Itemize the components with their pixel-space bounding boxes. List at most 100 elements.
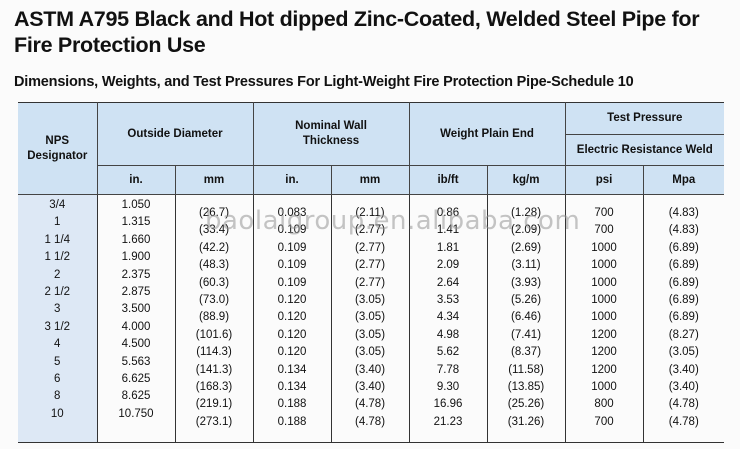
header-od-mm: mm (174, 165, 254, 195)
table-cell-od-in: 1.050 (121, 199, 151, 211)
header-test-pressure: Test Pressure (564, 102, 725, 135)
table-cell-mpa: (3.05) (668, 346, 699, 359)
table-cell-w-kgm: (11.58) (508, 363, 544, 376)
table-cell-psi: 700 (594, 415, 614, 428)
table-cell-wt-in: 0.134 (277, 363, 307, 376)
table-cell-nps: 1 (54, 216, 61, 229)
table-cell-psi: 1000 (591, 311, 617, 324)
header-psi: psi (564, 165, 644, 195)
table-cell-w-lbft: 16.96 (433, 398, 463, 411)
table-cell-mpa: (6.89) (668, 311, 699, 324)
table-cell-nps: 2 1/2 (44, 285, 71, 298)
header-od-in: in. (96, 165, 176, 195)
table-cell-w-lbft: 1.81 (436, 241, 460, 254)
table-cell-w-lbft: 5.62 (436, 346, 460, 359)
table-cell-w-kgm: (2.69) (510, 241, 542, 254)
table-cell-w-kgm: (13.85) (507, 380, 545, 393)
table-cell-od-in: 3.500 (121, 303, 151, 316)
table-cell-wt-in: 0.188 (277, 415, 307, 428)
table-cell-w-kgm: (25.26) (507, 398, 545, 411)
table-cell-od-mm: (88.9) (198, 311, 230, 324)
table-cell-psi: 1000 (591, 293, 617, 306)
table-cell-wt-in: 0.188 (277, 398, 307, 411)
table-cell-nps: 8 (54, 390, 61, 403)
table-cell-wt-mm: (3.40) (354, 363, 386, 376)
table-cell-wt-mm: (2.77) (354, 259, 386, 272)
table-cell-w-lbft: 4.98 (436, 328, 460, 341)
header-nominal-wall-thickness: Nominal Wall Thickness (252, 102, 410, 166)
table-cell-od-mm: (273.1) (195, 415, 233, 428)
table-cell-psi: 1000 (591, 241, 617, 254)
table-cell-od-in: 4.500 (121, 338, 151, 351)
header-wt-in: in. (252, 165, 332, 195)
table-cell-od-mm: (33.4) (198, 224, 230, 237)
table-cell-od-mm: (26.7) (198, 207, 230, 219)
table-cell-od-mm: (48.3) (198, 259, 230, 272)
table-cell-psi: 700 (594, 224, 614, 237)
table-cell-od-mm: (141.3) (195, 363, 233, 376)
table-cell-nps: 3 (54, 303, 61, 316)
table-cell-wt-in: 0.120 (277, 293, 307, 306)
table-cell-mpa: (4.83) (668, 207, 699, 219)
table-cell-psi: 1000 (591, 380, 617, 393)
table-caption: Dimensions, Weights, and Test Pressures … (14, 74, 634, 90)
table-cell-nps: 3/4 (49, 199, 66, 211)
table-cell-od-in: 10.750 (118, 407, 154, 420)
table-cell-od-in: 2.375 (121, 268, 151, 281)
table-cell-wt-in: 0.109 (277, 224, 307, 237)
table-cell-wt-mm: (3.05) (354, 346, 386, 359)
table-cell-w-kgm: (6.46) (510, 311, 542, 324)
table-body-row: 3/4 1 1 1/4 1 1/2 2 2 1/2 3 3 1/2 4 5 6 8 10 1.050 1.… (18, 194, 725, 443)
table-cell-od-in: 4.000 (121, 320, 151, 333)
table-cell-nps: 4 (54, 338, 61, 351)
column-weight-kgm: (1.28) (2.09) (2.69) (3.11) (3.93) (5.26) (6.4… (486, 194, 566, 443)
table-cell-mpa: (3.40) (668, 363, 699, 376)
table-cell-psi: 1200 (591, 328, 617, 341)
table-cell-wt-mm: (3.05) (354, 293, 386, 306)
table-cell-od-in: 6.625 (121, 372, 151, 385)
table-cell-w-lbft: 4.34 (436, 311, 460, 324)
column-mpa: (4.83) (4.83) (6.89) (6.89) (6.89) (6.89) (6.8… (642, 194, 725, 443)
table-cell-wt-mm: (2.77) (354, 276, 386, 289)
column-od-in: 1.050 1.315 1.660 1.900 2.375 2.875 3.500 4.000… (96, 194, 176, 443)
table-cell-wt-mm: (4.78) (354, 415, 386, 428)
table-cell-nps: 2 (54, 268, 61, 281)
table-cell-od-mm: (168.3) (195, 380, 233, 393)
page-title: ASTM A795 Black and Hot dipped Zinc-Coat… (14, 7, 700, 57)
table-cell-wt-in: 0.120 (277, 311, 307, 324)
table-cell-od-mm: (101.6) (195, 328, 233, 341)
table-cell-nps: 1 1/4 (44, 233, 71, 246)
header-wt-mm: mm (330, 165, 410, 195)
table-cell-od-in: 1.900 (121, 251, 151, 264)
table-cell-mpa: (4.83) (668, 224, 699, 237)
header-electric-resistance-weld: Electric Resistance Weld (564, 134, 725, 166)
table-cell-w-lbft: 0.86 (436, 207, 460, 219)
column-wt-in: 0.083 0.109 0.109 0.109 0.109 0.120 0.120 0.120… (252, 194, 332, 443)
header-weight-plain-end: Weight Plain End (408, 102, 566, 166)
table-cell-psi: 800 (594, 398, 614, 411)
table-cell-w-kgm: (1.28) (510, 207, 542, 219)
table-cell-nps: 1 1/2 (44, 251, 71, 264)
table-cell-psi: 1200 (591, 363, 617, 376)
column-nps: 3/4 1 1 1/4 1 1/2 2 2 1/2 3 3 1/2 4 5 6 8 10 (18, 194, 98, 443)
pipe-spec-table: NPS Designator Outside Diameter Nominal … (18, 102, 725, 443)
table-cell-wt-in: 0.083 (277, 207, 307, 219)
table-cell-psi: 1200 (591, 346, 617, 359)
table-cell-w-kgm: (5.26) (510, 293, 542, 306)
table-cell-wt-mm: (2.77) (354, 241, 386, 254)
header-mpa: Mpa (642, 165, 725, 195)
table-cell-nps: 5 (54, 355, 61, 368)
column-od-mm: (26.7) (33.4) (42.2) (48.3) (60.3) (73.0) (88.… (174, 194, 254, 443)
table-cell-w-lbft: 9.30 (436, 380, 460, 393)
table-cell-od-mm: (219.1) (195, 398, 233, 411)
table-cell-nps: 6 (54, 372, 61, 385)
table-cell-mpa: (6.89) (668, 259, 699, 272)
table-cell-w-kgm: (3.93) (510, 276, 542, 289)
table-cell-nps: 10 (50, 407, 64, 420)
table-cell-mpa: (6.89) (668, 276, 699, 289)
table-cell-w-kgm: (7.41) (510, 328, 542, 341)
table-cell-w-lbft: 21.23 (433, 415, 463, 428)
table-cell-od-in: 2.875 (121, 285, 151, 298)
table-cell-w-kgm: (8.37) (510, 346, 542, 359)
column-wt-mm: (2.11) (2.77) (2.77) (2.77) (2.77) (3.05) (3.0… (330, 194, 410, 443)
